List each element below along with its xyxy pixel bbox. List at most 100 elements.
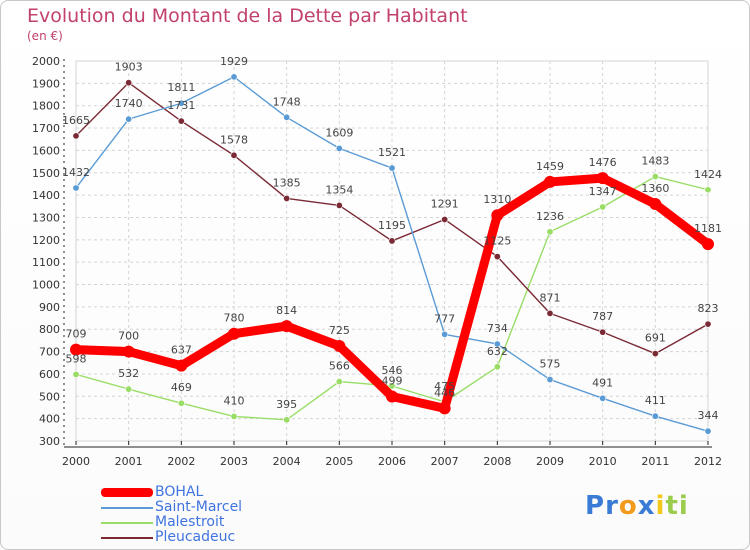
data-point xyxy=(283,416,291,424)
data-point xyxy=(70,343,82,356)
data-point xyxy=(388,237,396,245)
data-point xyxy=(388,164,396,172)
data-label: 1360 xyxy=(641,182,669,195)
data-label: 787 xyxy=(592,310,613,323)
data-point xyxy=(441,215,449,223)
data-point xyxy=(546,228,554,236)
data-labels: 709 700 637 780 814 725 499 446 1310 1459 1476 1360… xyxy=(62,55,722,422)
data-point xyxy=(704,320,712,328)
data-point xyxy=(441,330,449,338)
data-label: 1578 xyxy=(220,133,248,146)
y-tick-label: 300 xyxy=(39,435,60,448)
data-point xyxy=(388,382,396,390)
series-lines xyxy=(70,73,714,435)
data-label: 1459 xyxy=(536,160,564,173)
data-label: 410 xyxy=(224,394,245,407)
data-point xyxy=(335,201,343,209)
data-label: 1929 xyxy=(220,55,248,68)
legend-label: Saint-Marcel xyxy=(155,499,243,515)
data-point xyxy=(125,385,133,393)
data-label: 395 xyxy=(276,398,297,411)
data-label: 814 xyxy=(276,304,297,317)
logo-letter: P xyxy=(585,491,606,521)
data-point xyxy=(72,132,80,140)
data-point xyxy=(125,115,133,123)
chart-title: Evolution du Montant de la Dette par Hab… xyxy=(27,5,468,27)
x-tick-label: 2006 xyxy=(378,455,406,468)
y-tick-label: 1900 xyxy=(32,77,60,90)
data-point xyxy=(230,73,238,81)
data-label: 632 xyxy=(487,345,508,358)
logo-letter: r xyxy=(605,491,619,521)
data-point xyxy=(493,363,501,371)
data-point xyxy=(491,209,504,222)
data-label: 777 xyxy=(434,312,455,325)
y-tick-label: 1300 xyxy=(32,211,60,224)
x-tick-label: 2002 xyxy=(167,455,195,468)
legend-label: BOHAL xyxy=(155,484,204,500)
data-label: 1310 xyxy=(483,193,511,206)
x-tick-label: 2003 xyxy=(220,455,248,468)
data-label: 1731 xyxy=(167,99,195,112)
legend-swatch xyxy=(101,537,153,539)
data-point xyxy=(596,172,609,185)
data-label: 598 xyxy=(66,352,87,365)
data-point xyxy=(125,79,133,87)
data-label: 1609 xyxy=(325,126,353,139)
data-point xyxy=(230,151,238,159)
logo-letter: x xyxy=(637,491,656,521)
data-label: 734 xyxy=(487,322,508,335)
data-point xyxy=(230,412,238,420)
data-label: 1385 xyxy=(273,176,301,189)
data-point xyxy=(335,378,343,386)
y-tick-label: 500 xyxy=(39,390,60,403)
data-point xyxy=(386,390,398,403)
data-label: 446 xyxy=(434,386,455,399)
data-label: 469 xyxy=(171,381,192,394)
y-tick-label: 600 xyxy=(39,368,60,381)
y-tick-label: 700 xyxy=(39,346,60,359)
x-tick-label: 2005 xyxy=(325,455,353,468)
data-label: 411 xyxy=(645,394,666,407)
proxiti-logo: Proxiti xyxy=(585,491,689,521)
data-label: 1125 xyxy=(483,235,511,248)
data-label: 1748 xyxy=(273,95,301,108)
data-point xyxy=(702,238,714,251)
legend-swatch xyxy=(101,507,153,509)
data-label: 1483 xyxy=(641,155,669,168)
axes: 300 400 500 600 700 800 900 1000 1100 1200 1300 140… xyxy=(32,55,722,468)
data-point xyxy=(438,402,451,415)
x-tick-label: 2000 xyxy=(62,455,90,468)
data-point xyxy=(704,186,712,194)
data-label: 691 xyxy=(645,332,666,345)
y-tick-label: 1100 xyxy=(32,256,60,269)
y-tick-label: 1000 xyxy=(32,279,60,292)
y-tick-label: 2000 xyxy=(32,55,60,68)
data-label: 1195 xyxy=(378,219,406,232)
data-point xyxy=(599,328,607,336)
x-tick-label: 2012 xyxy=(694,455,722,468)
data-label: 700 xyxy=(118,330,139,343)
y-tick-label: 1600 xyxy=(32,144,60,157)
legend-swatch xyxy=(101,488,153,497)
data-point xyxy=(651,412,659,420)
data-label: 566 xyxy=(329,360,350,373)
y-tick-label: 1800 xyxy=(32,100,60,113)
data-label: 1665 xyxy=(62,114,90,127)
data-label: 1476 xyxy=(589,156,617,169)
data-point xyxy=(599,203,607,211)
data-label: 1236 xyxy=(536,210,564,223)
data-point xyxy=(72,184,80,192)
data-point xyxy=(599,394,607,402)
data-point xyxy=(651,350,659,358)
data-label: 1432 xyxy=(62,166,90,179)
data-label: 1903 xyxy=(115,61,143,74)
data-label: 491 xyxy=(592,376,613,389)
data-point xyxy=(283,194,291,202)
data-point xyxy=(72,370,80,378)
y-tick-label: 1400 xyxy=(32,189,60,202)
logo-letter: o xyxy=(618,491,638,521)
data-label: 709 xyxy=(66,328,87,341)
data-point xyxy=(177,399,185,407)
